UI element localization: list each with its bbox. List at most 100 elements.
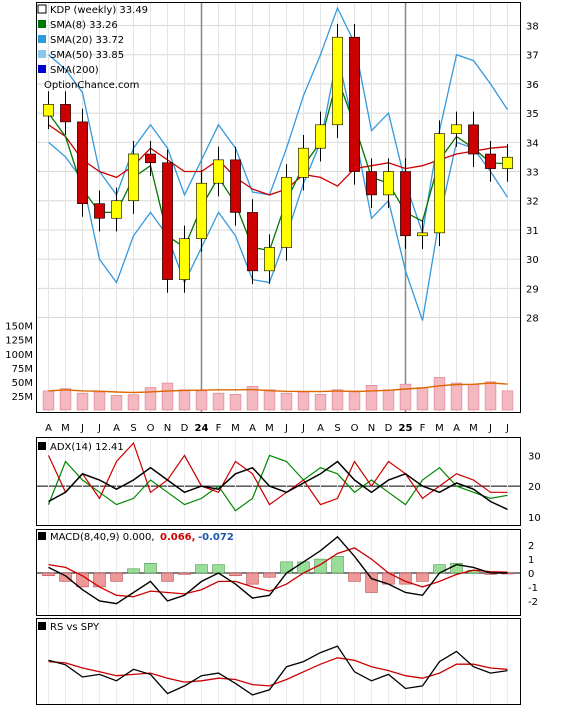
legend-swatch [38, 532, 46, 540]
volume-bar [280, 392, 293, 411]
macd-tick-label: 0 [528, 569, 534, 580]
macd-histogram-bar [127, 568, 140, 574]
candle-body [77, 121, 88, 204]
volume-tick-label: 75M [12, 364, 33, 375]
volume-bar [127, 394, 140, 411]
macd-line [48, 535, 508, 605]
macd-histogram-bar [110, 572, 123, 582]
macd-axis: 2 1 0 -1 -2 [528, 541, 538, 608]
price-legend: KDP (weekly) 33.49 SMA(8) 33.26 SMA(20) … [37, 4, 148, 91]
macd-histogram-bar [246, 572, 259, 585]
legend-label: SMA(200) [50, 65, 99, 76]
candle-body [213, 159, 224, 184]
adx-axis: 10 20 30 [528, 451, 541, 523]
rs-lines [48, 619, 508, 704]
candle-body [417, 232, 428, 237]
macd-histogram-bar [229, 572, 242, 577]
price-tick-label: 29 [526, 284, 539, 295]
macd-histogram-bar [59, 572, 72, 582]
legend-swatch [38, 20, 46, 28]
candle-body [315, 124, 326, 149]
candle-body [298, 147, 309, 178]
price-tick-label: 38 [526, 22, 539, 33]
macd-histogram-bar [433, 564, 446, 574]
month-tick-label: M [435, 423, 444, 434]
legend-label: SMA(8) 33.26 [50, 20, 118, 31]
price-tick-label: 34 [526, 138, 539, 149]
candle-body [162, 162, 173, 280]
macd-histogram-bar [314, 558, 327, 574]
candle-body [332, 36, 343, 126]
macd-histogram-bar [195, 564, 208, 574]
legend-label: SMA(50) 33.85 [50, 50, 124, 61]
candle-body [145, 153, 156, 164]
volume-bar [382, 389, 395, 411]
legend-swatch [38, 50, 46, 58]
candle-body [264, 247, 275, 272]
legend-swatch [38, 65, 46, 73]
month-tick-label: A [45, 423, 52, 434]
volume-bar [365, 385, 378, 411]
month-tick-label: M [265, 423, 274, 434]
volume-tick-label: 125M [5, 336, 33, 347]
sma20-lower-band [48, 54, 509, 321]
candle-body [400, 171, 411, 237]
candle-body [468, 124, 479, 155]
volume-tick-label: 150M [5, 322, 33, 333]
legend-label: SMA(20) 33.72 [50, 35, 124, 46]
price-axis: 28 29 30 31 32 33 34 35 36 37 38 [526, 22, 539, 325]
macd-histogram-bar [348, 572, 361, 582]
rs-panel [36, 618, 521, 705]
price-tick-label: 28 [526, 314, 539, 325]
candle-body [43, 104, 54, 117]
candle-body [383, 171, 394, 196]
rs-title: RS vs SPY [50, 622, 100, 633]
volume-bar [501, 390, 514, 411]
month-tick-label: M [231, 423, 240, 434]
minus-di-line [47, 441, 508, 506]
volume-bar [484, 381, 497, 411]
macd-histogram-bar [212, 564, 225, 574]
volume-bar [433, 377, 446, 411]
macd-title: MACD(8,40,9) 0.000, [50, 532, 155, 543]
candle-body [247, 212, 258, 272]
macd-histogram-bar [178, 572, 191, 575]
legend-label: KDP (weekly) 33.49 [50, 5, 148, 16]
month-tick-label: O [147, 423, 155, 434]
volume-bar [450, 382, 463, 411]
macd-histogram-bar [331, 556, 344, 574]
macd-tick-label: 2 [528, 541, 534, 552]
month-axis: A M J J A S O N D 24 F M A M J J A S O N D 25 F M A M J J [45, 423, 509, 434]
volume-bar [263, 389, 276, 411]
adx-line [48, 460, 508, 511]
candle-body [349, 36, 360, 172]
price-tick-label: 37 [526, 51, 539, 62]
month-tick-label: D [181, 423, 189, 434]
price-indicator-lines [47, 6, 509, 321]
month-tick-label: M [469, 423, 478, 434]
legend-swatch [37, 4, 47, 14]
candle-body [179, 238, 190, 280]
month-tick-label: S [130, 423, 136, 434]
volume-bar [399, 383, 412, 411]
watermark: OptionChance.com [44, 80, 139, 91]
candle-body [111, 200, 122, 219]
month-tick-label: J [284, 423, 288, 434]
sma50-line [48, 124, 508, 196]
volume-axis: 150M 125M 100M 75M 50M 25M [5, 322, 33, 403]
adx-tick-label: 10 [528, 513, 541, 524]
volume-bar [297, 391, 310, 411]
month-tick-label: O [351, 423, 359, 434]
volume-bar [314, 394, 327, 411]
legend-swatch [38, 442, 46, 450]
macd-histogram-bar [263, 572, 276, 578]
candle-body [502, 156, 513, 169]
candle-body [230, 159, 241, 213]
plus-di-line [47, 454, 508, 512]
volume-bar [229, 394, 242, 411]
candle-body [451, 124, 462, 134]
month-tick-label: J [80, 423, 84, 434]
volume-bar [195, 390, 208, 411]
macd-tick-label: -1 [528, 583, 538, 594]
